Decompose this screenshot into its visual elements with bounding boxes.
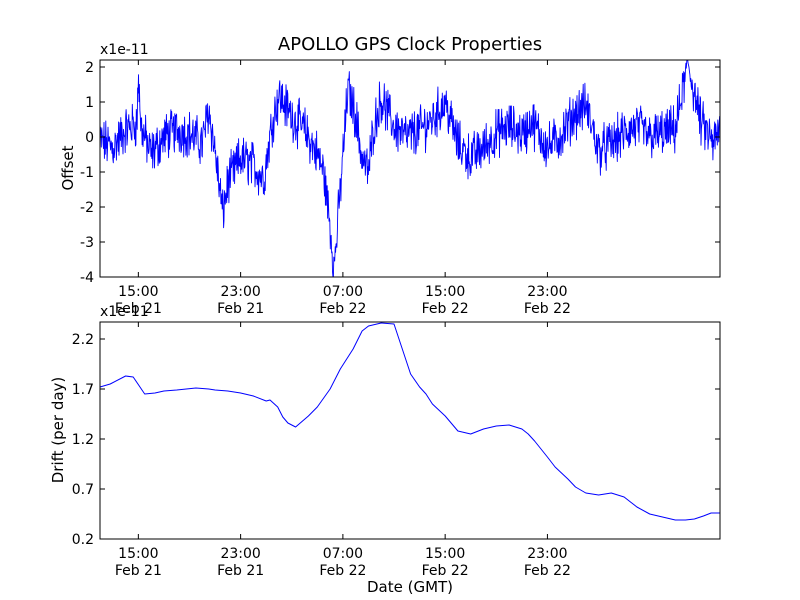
xtick-date-label: Feb 21 [115,563,162,579]
xtick-time-label: 07:00 [323,284,363,300]
ytick-label: -1 [80,165,94,181]
xtick-time-label: 15:00 [118,546,158,562]
ytick-label: 1.7 [72,382,94,398]
xtick-date-label: Feb 22 [319,563,366,579]
xtick-date-label: Feb 21 [217,563,264,579]
xtick-date-label: Feb 21 [217,301,264,317]
ytick-label: 2 [85,60,94,76]
ytick-label: 0 [85,130,94,146]
xtick-date-label: Feb 22 [422,563,469,579]
ytick-label: 1 [85,95,94,111]
xtick-date-label: Feb 22 [319,301,366,317]
xtick-time-label: 23:00 [220,546,260,562]
offset-ylabel: Offset [59,145,77,190]
ytick-label: -3 [80,235,94,251]
ytick-label: 2.2 [72,332,94,348]
drift-multiplier: x1e-11 [100,304,149,320]
drift-panel: x1e-11 Drift (per day) Date (GMT) 0.2 0.7… [49,304,721,596]
xtick-time-label: 15:00 [118,284,158,300]
ytick-label: 0.2 [72,532,94,548]
ytick-label: 1.2 [72,432,94,448]
xtick-date-label: Feb 21 [115,301,162,317]
drift-xlabel: Date (GMT) [367,578,453,596]
xtick-time-label: 15:00 [425,284,465,300]
xtick-date-label: Feb 22 [422,301,469,317]
xtick-date-label: Feb 22 [524,301,571,317]
ytick-label: -4 [80,270,94,286]
offset-multiplier: x1e-11 [100,42,149,58]
xtick-time-label: 15:00 [425,546,465,562]
ytick-label: 0.7 [72,482,94,498]
drift-line-0 [99,322,720,521]
xtick-time-label: 07:00 [323,546,363,562]
offset-plot-frame [99,59,721,278]
xtick-date-label: Feb 22 [524,563,571,579]
drift-plot-frame [99,321,721,540]
offset-marks [99,59,721,278]
ytick-label: -2 [80,200,94,216]
drift-ylabel: Drift (per day) [49,377,67,484]
xtick-time-label: 23:00 [527,546,567,562]
drift-marks [99,322,720,521]
figure-title: APOLLO GPS Clock Properties [278,34,542,55]
offset-line-0 [99,59,721,278]
xtick-time-label: 23:00 [220,284,260,300]
xtick-time-label: 23:00 [527,284,567,300]
